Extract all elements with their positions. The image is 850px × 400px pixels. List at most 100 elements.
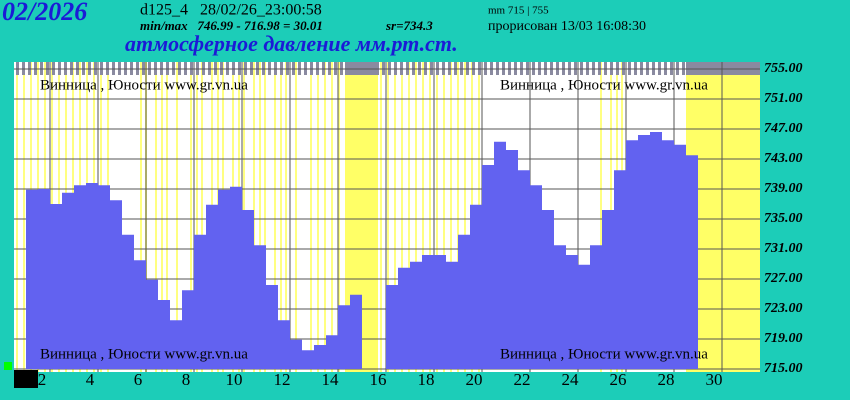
y-tick-label: 747.00: [764, 121, 803, 136]
bar: [74, 185, 86, 369]
stripe: [324, 62, 326, 372]
bar: [98, 185, 110, 369]
bar: [674, 144, 686, 369]
stripe: [331, 62, 333, 372]
bar: [422, 255, 434, 369]
bar: [386, 285, 398, 369]
stripe: [408, 62, 410, 372]
bar: [434, 255, 446, 369]
bar: [326, 335, 338, 369]
bar: [122, 234, 134, 369]
x-tick-label: 4: [86, 370, 95, 389]
bar: [614, 170, 626, 369]
x-tick-label: 28: [658, 370, 675, 389]
stripe: [443, 62, 445, 372]
x-tick-label: 26: [610, 370, 627, 389]
x-tick-label: 10: [226, 370, 243, 389]
y-tick-label: 715.00: [764, 361, 803, 376]
bar: [242, 210, 254, 369]
month: 02/2026: [2, 0, 87, 26]
bar: [50, 204, 62, 369]
x-tick-label: 18: [418, 370, 435, 389]
bar: [134, 260, 146, 369]
bar: [230, 186, 242, 369]
watermark: Винница , Юности www.gr.vn.ua: [40, 77, 248, 93]
stripe: [295, 62, 297, 372]
marker: [4, 362, 12, 370]
bar: [566, 255, 578, 369]
y-tick-label: 727.00: [764, 271, 803, 286]
range: mm 715 | 755: [488, 5, 549, 17]
x-tick-label: 30: [706, 370, 723, 389]
x-tick-label: 16: [370, 370, 387, 389]
bar: [314, 345, 326, 369]
bar: [470, 204, 482, 369]
x-tick-label: 8: [182, 370, 191, 389]
bar: [218, 189, 230, 369]
stripe: [429, 62, 431, 372]
bar: [278, 320, 290, 369]
stripe: [201, 62, 203, 372]
bar: [194, 234, 206, 369]
bar: [590, 245, 602, 369]
stripe: [394, 62, 396, 372]
chart-title: атмосферное давление мм.рт.ст.: [125, 31, 458, 56]
stripe: [422, 62, 424, 372]
bar: [662, 140, 674, 369]
bar: [350, 294, 362, 369]
stripe: [274, 62, 276, 372]
stripe: [380, 62, 382, 372]
bar: [518, 170, 530, 369]
bar: [482, 165, 494, 369]
bar: [86, 183, 98, 369]
bar: [398, 267, 410, 369]
stripe: [464, 62, 466, 372]
bar: [578, 264, 590, 369]
bar: [602, 210, 614, 369]
labels: 755.00 751.00 747.00 743.00 739.00 735.00 731.…: [38, 61, 803, 389]
watermark: Винница , Юности www.gr.vn.ua: [500, 346, 708, 362]
y-tick-label: 735.00: [764, 211, 803, 226]
station: d125_4 28/02/26_23:00:58: [140, 2, 322, 19]
bars: [26, 132, 698, 369]
marker: [14, 370, 38, 388]
bar: [182, 290, 194, 369]
bar: [302, 350, 314, 369]
stripe: [310, 62, 312, 372]
stripe: [166, 62, 168, 372]
stripe: [264, 62, 266, 372]
bar: [266, 285, 278, 369]
stripe: [457, 62, 459, 372]
bar: [542, 210, 554, 369]
stripe: [140, 62, 142, 372]
bar: [290, 339, 302, 369]
x-tick-label: 24: [562, 370, 580, 389]
bar: [410, 261, 422, 369]
bar: [26, 189, 38, 369]
x-tick-label: 6: [134, 370, 143, 389]
bar: [446, 261, 458, 369]
bar: [626, 140, 638, 369]
stripe: [161, 62, 163, 372]
x-tick-label: 14: [322, 370, 340, 389]
x-tick-label: 12: [274, 370, 291, 389]
stripe: [387, 62, 389, 372]
bar: [686, 155, 698, 369]
stripe: [176, 62, 178, 372]
stripe: [600, 62, 602, 372]
stripe: [401, 62, 403, 372]
bar: [170, 320, 182, 369]
y-tick-label: 743.00: [764, 151, 803, 166]
minmax: min/max 746.99 - 716.98 = 30.01: [140, 18, 323, 33]
stripe: [196, 62, 198, 372]
bar: [38, 189, 50, 369]
bar: [494, 141, 506, 369]
y-tick-label: 731.00: [764, 241, 803, 256]
bar: [62, 192, 74, 369]
mean: sr=734.3: [385, 18, 433, 33]
bar: [650, 132, 662, 369]
stripe: [686, 62, 760, 372]
bar: [638, 135, 650, 369]
bar: [506, 150, 518, 369]
